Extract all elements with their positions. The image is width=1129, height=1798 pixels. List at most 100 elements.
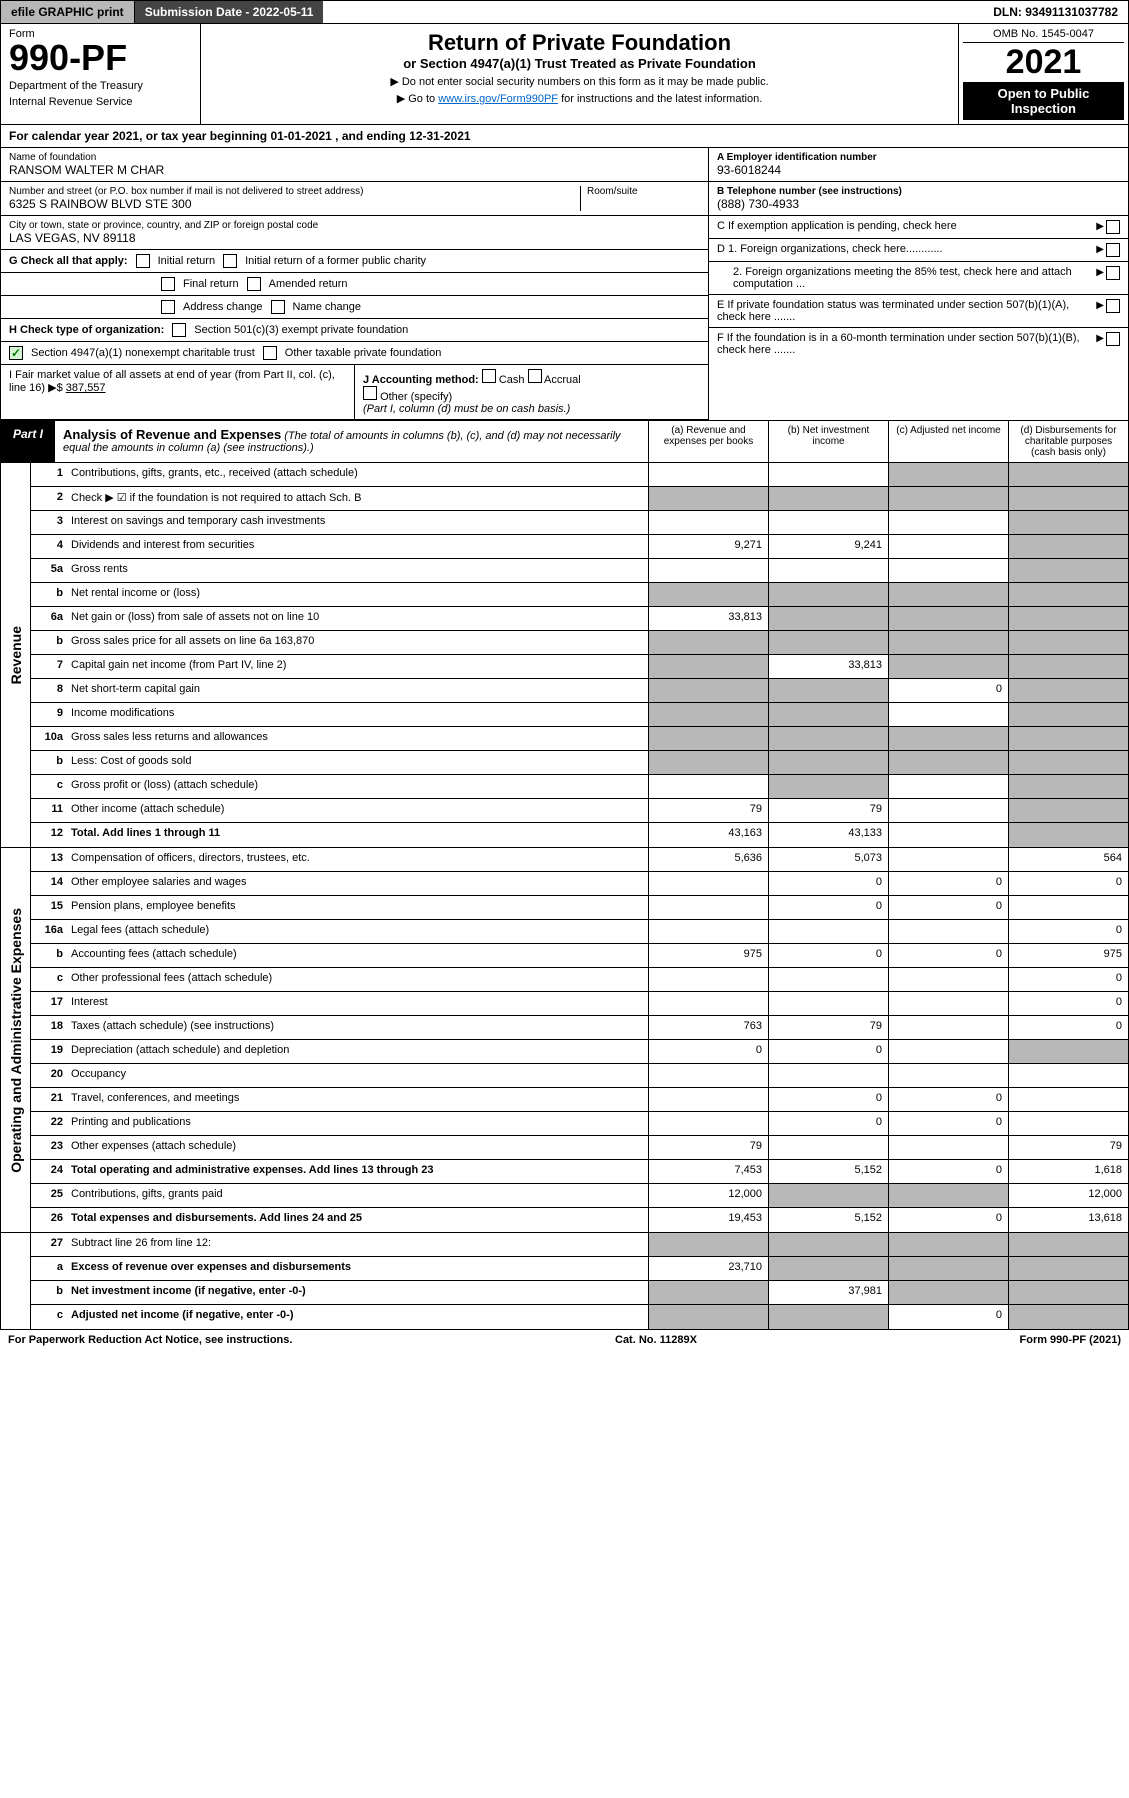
room-label: Room/suite: [587, 186, 700, 197]
data-cell: [768, 727, 888, 750]
501c3-checkbox[interactable]: [172, 323, 186, 337]
col-d-header: (d) Disbursements for charitable purpose…: [1008, 421, 1128, 462]
table-row: 2Check ▶ ☑ if the foundation is not requ…: [31, 487, 1128, 511]
row-label: Interest: [67, 992, 648, 1015]
data-cell: [888, 727, 1008, 750]
data-cell: 0: [888, 1160, 1008, 1183]
data-cell: [768, 583, 888, 606]
data-cell: 5,152: [768, 1160, 888, 1183]
omb-number: OMB No. 1545-0047: [963, 28, 1124, 43]
data-cell: [648, 487, 768, 510]
data-cell: [768, 679, 888, 702]
data-cell: 0: [1008, 1016, 1128, 1039]
row-number: a: [31, 1257, 67, 1280]
table-row: 10aGross sales less returns and allowanc…: [31, 727, 1128, 751]
d1-checkbox[interactable]: [1106, 243, 1120, 257]
data-cell: [648, 727, 768, 750]
foundation-name: RANSOM WALTER M CHAR: [9, 163, 700, 177]
initial-former-checkbox[interactable]: [223, 254, 237, 268]
table-row: bLess: Cost of goods sold: [31, 751, 1128, 775]
4947-checkbox[interactable]: [9, 346, 23, 360]
row-label: Other expenses (attach schedule): [67, 1136, 648, 1159]
calendar-year-line: For calendar year 2021, or tax year begi…: [0, 125, 1129, 148]
data-cell: [768, 631, 888, 654]
h-label: H Check type of organization:: [9, 324, 164, 336]
expenses-table: Operating and Administrative Expenses 13…: [0, 848, 1129, 1233]
row-number: 6a: [31, 607, 67, 630]
data-cell: 0: [768, 872, 888, 895]
arrow-icon: [1096, 220, 1106, 234]
row-number: 19: [31, 1040, 67, 1063]
row-label: Gross sales price for all assets on line…: [67, 631, 648, 654]
form990pf-link[interactable]: www.irs.gov/Form990PF: [438, 93, 558, 105]
data-cell: 0: [768, 896, 888, 919]
data-cell: [648, 1281, 768, 1304]
year-block: OMB No. 1545-0047 2021 Open to Public In…: [958, 24, 1128, 124]
data-cell: 1,618: [1008, 1160, 1128, 1183]
data-cell: [648, 1088, 768, 1111]
accrual-label: Accrual: [544, 374, 581, 386]
table-row: 25Contributions, gifts, grants paid12,00…: [31, 1184, 1128, 1208]
data-cell: 0: [888, 1208, 1008, 1232]
data-cell: [648, 775, 768, 798]
phone-label: B Telephone number (see instructions): [717, 186, 1120, 197]
data-cell: [888, 968, 1008, 991]
name-change-checkbox[interactable]: [271, 300, 285, 314]
data-cell: 5,152: [768, 1208, 888, 1232]
data-cell: 0: [1008, 920, 1128, 943]
data-cell: 0: [768, 1088, 888, 1111]
data-cell: 0: [1008, 872, 1128, 895]
row-label: Capital gain net income (from Part IV, l…: [67, 655, 648, 678]
data-cell: [768, 1233, 888, 1256]
amended-return-checkbox[interactable]: [247, 277, 261, 291]
initial-former-label: Initial return of a former public charit…: [245, 255, 426, 267]
row-number: 12: [31, 823, 67, 847]
arrow-icon: [1096, 266, 1106, 290]
row-number: 21: [31, 1088, 67, 1111]
initial-return-checkbox[interactable]: [136, 254, 150, 268]
table-row: 21Travel, conferences, and meetings00: [31, 1088, 1128, 1112]
e-checkbox[interactable]: [1106, 299, 1120, 313]
row-number: 11: [31, 799, 67, 822]
row-number: 20: [31, 1064, 67, 1087]
row-label: Contributions, gifts, grants, etc., rece…: [67, 463, 648, 486]
row-number: 9: [31, 703, 67, 726]
data-cell: [648, 920, 768, 943]
row-number: 24: [31, 1160, 67, 1183]
row-number: 14: [31, 872, 67, 895]
data-cell: [768, 775, 888, 798]
data-cell: [1008, 751, 1128, 774]
address-change-checkbox[interactable]: [161, 300, 175, 314]
row-number: 4: [31, 535, 67, 558]
data-cell: 23,710: [648, 1257, 768, 1280]
other-taxable-label: Other taxable private foundation: [285, 347, 442, 359]
d2-checkbox[interactable]: [1106, 266, 1120, 280]
efile-print-button[interactable]: efile GRAPHIC print: [1, 1, 135, 23]
data-cell: [888, 703, 1008, 726]
data-cell: [648, 896, 768, 919]
row-label: Dividends and interest from securities: [67, 535, 648, 558]
other-method-checkbox[interactable]: [363, 386, 377, 400]
j-block: J Accounting method: Cash Accrual Other …: [355, 365, 708, 419]
data-cell: 37,981: [768, 1281, 888, 1304]
c-checkbox[interactable]: [1106, 220, 1120, 234]
row-number: 10a: [31, 727, 67, 750]
final-return-checkbox[interactable]: [161, 277, 175, 291]
accrual-checkbox[interactable]: [528, 369, 542, 383]
cash-checkbox[interactable]: [482, 369, 496, 383]
other-taxable-checkbox[interactable]: [263, 346, 277, 360]
f-checkbox[interactable]: [1106, 332, 1120, 346]
data-cell: 0: [1008, 992, 1128, 1015]
501c3-label: Section 501(c)(3) exempt private foundat…: [194, 324, 408, 336]
data-cell: [648, 751, 768, 774]
form-note-ssn: ▶ Do not enter social security numbers o…: [213, 75, 946, 88]
data-cell: [768, 511, 888, 534]
street-address: 6325 S RAINBOW BLVD STE 300: [9, 197, 580, 211]
data-cell: [888, 487, 1008, 510]
table-row: 4Dividends and interest from securities9…: [31, 535, 1128, 559]
row-number: c: [31, 968, 67, 991]
data-cell: 5,073: [768, 848, 888, 871]
g-label: G Check all that apply:: [9, 255, 128, 267]
row-number: 13: [31, 848, 67, 871]
foundation-name-cell: Name of foundation RANSOM WALTER M CHAR: [1, 148, 708, 182]
